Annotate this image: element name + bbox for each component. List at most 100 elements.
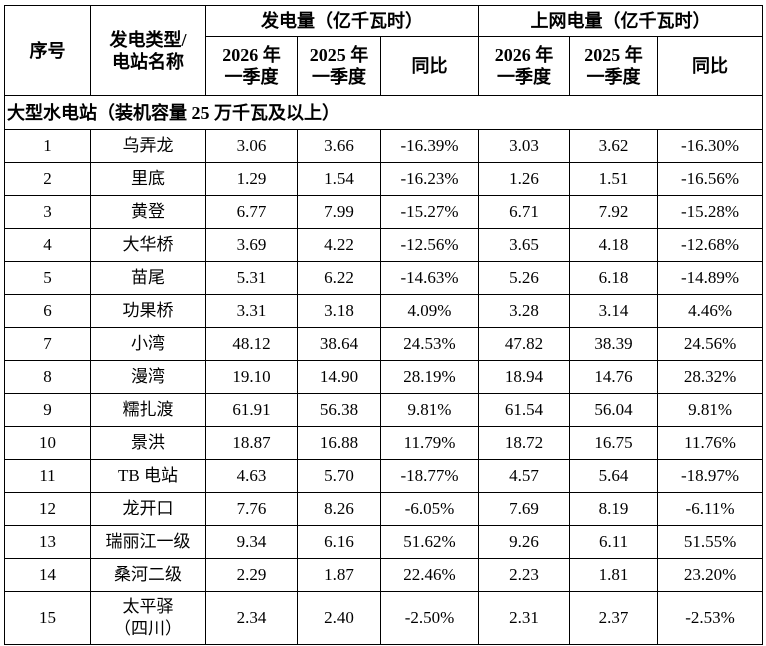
table-cell: 漫湾: [90, 360, 206, 394]
table-cell: 5: [4, 261, 91, 295]
table-cell: 11.76%: [657, 426, 764, 460]
table-cell: -2.53%: [657, 591, 764, 645]
cell-line: 一季度: [586, 67, 641, 87]
table-cell: 里底: [90, 162, 206, 196]
data-row: 3 黄登 6.77 7.99 -15.27% 6.71 7.92 -15.28%: [4, 195, 764, 229]
section-title: 大型水电站（装机容量 25 万千瓦及以上）: [3, 95, 764, 130]
table-body: 序号 发电类型/电站名称 发电量（亿千瓦时） 上网电量（亿千瓦时） 2026 年一季度 2…: [3, 5, 764, 645]
table-cell: 61.91: [205, 393, 298, 427]
table-cell: 14.76: [569, 360, 659, 394]
table-cell: 14: [4, 558, 91, 592]
cell-line: 2025 年: [309, 45, 369, 65]
table-cell: 8.19: [569, 492, 659, 526]
header-cell: 上网电量（亿千瓦时）: [478, 5, 764, 37]
cell-line: 2026 年: [494, 45, 554, 65]
table-cell: 10: [4, 426, 91, 460]
table-cell: 糯扎渡: [90, 393, 206, 427]
table-cell: 5.26: [478, 261, 571, 295]
table-cell: 23.20%: [657, 558, 764, 592]
table-cell: 9.81%: [657, 393, 764, 427]
table-cell: 乌弄龙: [90, 129, 206, 163]
table-cell: 1.51: [569, 162, 659, 196]
table-cell: -6.11%: [657, 492, 764, 526]
table-cell: 38.39: [569, 327, 659, 361]
header-cell: 同比: [657, 36, 764, 96]
table-cell: 2: [4, 162, 91, 196]
cell-line: 太平驿: [122, 597, 174, 616]
table-cell: 6.77: [205, 195, 298, 229]
table-cell: 9.34: [205, 525, 298, 559]
table-cell: 12: [4, 492, 91, 526]
table-cell: -15.28%: [657, 195, 764, 229]
table-cell: 2.34: [205, 591, 298, 645]
table-cell: 7: [4, 327, 91, 361]
data-row: 1 乌弄龙 3.06 3.66 -16.39% 3.03 3.62 -16.30%: [4, 129, 764, 163]
table-cell: 1.29: [205, 162, 298, 196]
table-cell: 3.62: [569, 129, 659, 163]
table-cell: 2.29: [205, 558, 298, 592]
table-cell: 景洪: [90, 426, 206, 460]
table-cell: 大华桥: [90, 228, 206, 262]
header-cell: 2026 年一季度: [478, 36, 571, 96]
table-cell: 18.87: [205, 426, 298, 460]
table-cell: 28.19%: [379, 360, 480, 394]
cell-line: 一季度: [497, 67, 552, 87]
cell-line: 2026 年: [222, 45, 281, 65]
table-cell: -2.50%: [379, 591, 480, 645]
table-cell: 3.06: [205, 129, 298, 163]
table-cell: -12.56%: [379, 228, 480, 262]
header-cell: 序号: [4, 5, 91, 96]
table-cell: 22.46%: [379, 558, 480, 592]
table-cell: 16.88: [297, 426, 381, 460]
table-cell: -15.27%: [379, 195, 480, 229]
table-cell: 小湾: [90, 327, 206, 361]
table-cell: 9.26: [478, 525, 571, 559]
header-cell: 2025 年一季度: [297, 36, 381, 96]
table-cell: 24.53%: [379, 327, 480, 361]
section-row: 大型水电站（装机容量 25 万千瓦及以上）: [3, 95, 764, 130]
table-cell: -18.97%: [657, 459, 764, 493]
table-cell: 8: [4, 360, 91, 394]
table-cell: 3.69: [205, 228, 298, 262]
table-cell: 56.04: [569, 393, 659, 427]
table-cell: 功果桥: [90, 294, 206, 328]
table-cell: 56.38: [297, 393, 381, 427]
table-cell: 桑河二级: [90, 558, 206, 592]
cell-line: （四川）: [114, 619, 182, 638]
table-cell: 4.46%: [657, 294, 764, 328]
table-cell: 61.54: [478, 393, 571, 427]
table-cell: 7.76: [205, 492, 298, 526]
table-cell: 3.28: [478, 294, 571, 328]
header-row: 2026 年一季度 2025 年一季度 同比 2026 年一季度 2025 年一季度 同比: [5, 36, 764, 96]
table-cell: 5.64: [569, 459, 659, 493]
data-row: 11 TB 电站 4.63 5.70 -18.77% 4.57 5.64 -18.97%: [4, 459, 764, 493]
table-cell: 18.94: [478, 360, 571, 394]
table-cell: 7.69: [478, 492, 571, 526]
cell-line: 一季度: [224, 67, 279, 87]
table-cell: 6.16: [297, 525, 381, 559]
table-cell: 7.99: [297, 195, 381, 229]
cell-line: 一季度: [312, 67, 366, 87]
table-cell: 1.81: [569, 558, 659, 592]
header-cell: 同比: [379, 36, 480, 96]
table-cell: 5.70: [297, 459, 381, 493]
data-row: 13 瑞丽江一级 9.34 6.16 51.62% 9.26 6.11 51.55%: [4, 525, 764, 559]
table-cell: 4.22: [297, 228, 381, 262]
table-cell: -16.39%: [379, 129, 480, 163]
table-cell: 18.72: [478, 426, 571, 460]
data-row: 5 苗尾 5.31 6.22 -14.63% 5.26 6.18 -14.89%: [4, 261, 764, 295]
table-cell: 6.22: [297, 261, 381, 295]
table-cell: 9.81%: [379, 393, 480, 427]
table-cell: 3.14: [569, 294, 659, 328]
table-cell: 2.23: [478, 558, 571, 592]
data-row: 2 里底 1.29 1.54 -16.23% 1.26 1.51 -16.56%: [4, 162, 764, 196]
table-cell: 3.18: [297, 294, 381, 328]
table-cell: 6.18: [569, 261, 659, 295]
table-cell: 2.37: [569, 591, 659, 645]
table-cell: 28.32%: [657, 360, 764, 394]
table-cell: -14.63%: [379, 261, 480, 295]
header-row: 序号 发电类型/电站名称 发电量（亿千瓦时） 上网电量（亿千瓦时）: [4, 5, 764, 96]
data-row: 4 大华桥 3.69 4.22 -12.56% 3.65 4.18 -12.68%: [4, 228, 764, 262]
table-cell: 3.03: [478, 129, 571, 163]
